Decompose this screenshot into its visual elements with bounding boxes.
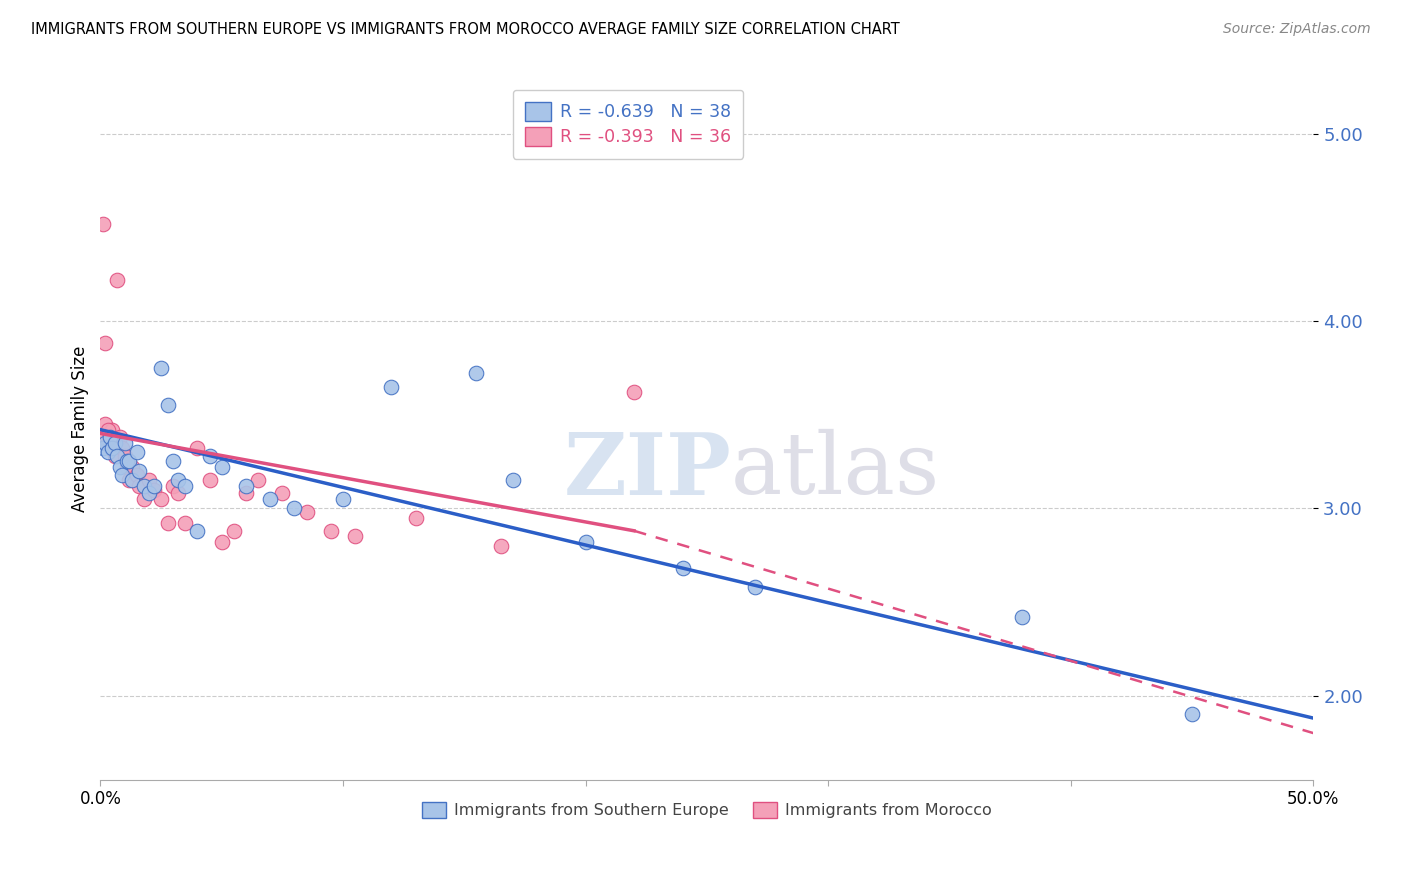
Text: IMMIGRANTS FROM SOUTHERN EUROPE VS IMMIGRANTS FROM MOROCCO AVERAGE FAMILY SIZE C: IMMIGRANTS FROM SOUTHERN EUROPE VS IMMIG… [31, 22, 900, 37]
Point [114, 449, 136, 463]
Point [98, 430, 121, 444]
Point [198, 449, 221, 463]
Point [672, 561, 695, 575]
Point [114, 435, 136, 450]
Point [125, 445, 148, 459]
Point [97, 445, 120, 459]
Point [91, 217, 114, 231]
Point [91, 430, 114, 444]
Point [105, 273, 128, 287]
Point [101, 442, 124, 456]
Point [574, 535, 596, 549]
Point [111, 467, 134, 482]
Point [235, 486, 257, 500]
Point [108, 430, 131, 444]
Point [186, 442, 208, 456]
Point [121, 460, 143, 475]
Point [1011, 610, 1033, 624]
Point [142, 479, 165, 493]
Point [465, 367, 488, 381]
Point [115, 460, 138, 475]
Legend: Immigrants from Southern Europe, Immigrants from Morocco: Immigrants from Southern Europe, Immigra… [416, 796, 998, 825]
Point [1181, 707, 1204, 722]
Point [332, 491, 354, 506]
Point [235, 479, 257, 493]
Point [142, 483, 165, 497]
Point [271, 486, 294, 500]
Point [186, 524, 208, 538]
Point [380, 379, 402, 393]
Point [283, 501, 305, 516]
Point [623, 385, 645, 400]
Point [489, 539, 512, 553]
Point [259, 491, 281, 506]
Y-axis label: Average Family Size: Average Family Size [72, 345, 89, 512]
Point [104, 449, 127, 463]
Point [167, 473, 190, 487]
Point [150, 360, 173, 375]
Point [211, 460, 233, 475]
Point [121, 473, 143, 487]
Point [94, 435, 117, 450]
Point [101, 423, 124, 437]
Point [132, 479, 155, 493]
Point [502, 473, 524, 487]
Point [744, 580, 766, 594]
Point [295, 505, 318, 519]
Point [128, 479, 150, 493]
Point [94, 417, 117, 431]
Point [111, 442, 134, 456]
Point [174, 516, 197, 531]
Point [97, 423, 120, 437]
Point [118, 454, 141, 468]
Point [162, 479, 184, 493]
Point [97, 435, 120, 450]
Point [91, 442, 114, 456]
Point [98, 442, 121, 456]
Point [104, 435, 127, 450]
Text: atlas: atlas [731, 429, 941, 512]
Point [132, 491, 155, 506]
Point [157, 516, 180, 531]
Point [162, 454, 184, 468]
Point [118, 473, 141, 487]
Point [128, 464, 150, 478]
Point [319, 524, 342, 538]
Point [94, 336, 117, 351]
Point [198, 473, 221, 487]
Point [405, 510, 427, 524]
Point [157, 398, 180, 412]
Point [222, 524, 245, 538]
Point [98, 435, 121, 450]
Point [138, 473, 160, 487]
Point [125, 467, 148, 482]
Text: Source: ZipAtlas.com: Source: ZipAtlas.com [1223, 22, 1371, 37]
Point [108, 460, 131, 475]
Point [150, 491, 173, 506]
Point [115, 454, 138, 468]
Point [105, 449, 128, 463]
Point [174, 479, 197, 493]
Point [167, 486, 190, 500]
Point [211, 535, 233, 549]
Text: ZIP: ZIP [564, 429, 731, 513]
Point [138, 486, 160, 500]
Point [247, 473, 270, 487]
Point [344, 529, 367, 543]
